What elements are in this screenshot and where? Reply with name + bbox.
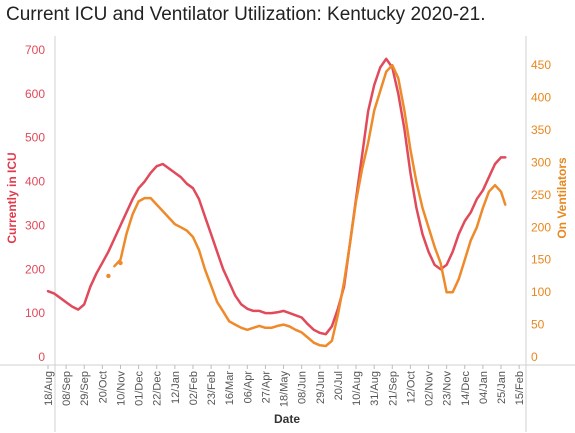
x-tick-label: 14/Dec [460,371,472,406]
x-tick-label: 22/Dec [152,371,164,406]
x-tick-label: 20/Jul [333,371,345,400]
y2-tick-label: 100 [531,285,551,299]
x-tick-label: 23/Feb [206,371,218,405]
x-tick-label: 29/Sep [79,371,91,406]
x-axis-title: Date [274,412,300,426]
y2-tick-label: 50 [531,318,545,332]
x-tick-label: 08/Sep [61,371,73,406]
x-tick-label: 25/Jan [496,371,508,404]
y2-tick-label: 150 [531,253,551,267]
x-tick-label: 08/Jun [297,371,309,404]
left-axis-ticks: 0 100 200 300 400 500 600 700 [25,43,45,364]
data-point [118,260,123,266]
x-tick-label: 01/Dec [134,371,146,406]
x-tick-label: 12/Oct [405,371,417,403]
x-tick-label: 10/Aug [351,371,363,406]
x-tick-label: 12/Jan [170,371,182,404]
y2-tick-label: 250 [531,188,551,202]
right-axis-ticks: 0 50 100 150 200 250 300 350 400 450 [531,58,551,364]
x-tick-label: 04/Jan [478,371,490,404]
y2-tick-label: 450 [531,58,551,72]
y2-tick-label: 0 [531,350,538,364]
y-tick-label: 700 [25,43,45,57]
y-tick-label: 500 [25,131,45,145]
data-point [106,273,111,279]
y-axis-title: Currently in ICU [5,152,19,243]
x-tick-label: 31/Aug [369,371,381,406]
chart-title: Current ICU and Ventilator Utilization: … [6,4,486,25]
x-tick-label: 15/Feb [514,371,526,405]
y-tick-label: 600 [25,87,45,101]
x-tick-label: 27/Apr [260,371,272,404]
y2-tick-label: 200 [531,220,551,234]
y2-axis-title: On Ventilators [555,157,569,239]
x-tick-label: 29/Jun [315,371,327,404]
x-tick-label: 02/Feb [188,371,200,405]
ventilator-series-line [113,63,507,348]
x-tick-label: 20/Oct [97,371,109,403]
y-tick-label: 100 [25,306,45,320]
x-tick-label: 18/May [279,371,291,408]
x-tick-label: 23/Nov [442,371,454,406]
x-axis-ticks: 18/Aug 08/Sep 29/Sep 20/Oct 10/Nov 01/Dec 22/D… [43,365,526,407]
y-tick-label: 400 [25,175,45,189]
x-tick-label: 18/Aug [43,371,55,406]
y2-tick-label: 300 [531,155,551,169]
x-tick-label: 02/Nov [424,371,436,406]
y-tick-label: 0 [38,350,45,364]
x-tick-label: 06/Apr [242,371,254,404]
y2-tick-label: 400 [531,91,551,105]
y-tick-label: 200 [25,262,45,276]
x-tick-label: 21/Sep [387,371,399,406]
y-tick-label: 300 [25,218,45,232]
x-tick-label: 10/Nov [115,371,127,406]
y2-tick-label: 350 [531,123,551,137]
plot-frame [0,36,575,432]
icu-series-line [46,57,507,336]
x-tick-label: 16/Mar [224,371,236,406]
chart-series [46,57,507,348]
